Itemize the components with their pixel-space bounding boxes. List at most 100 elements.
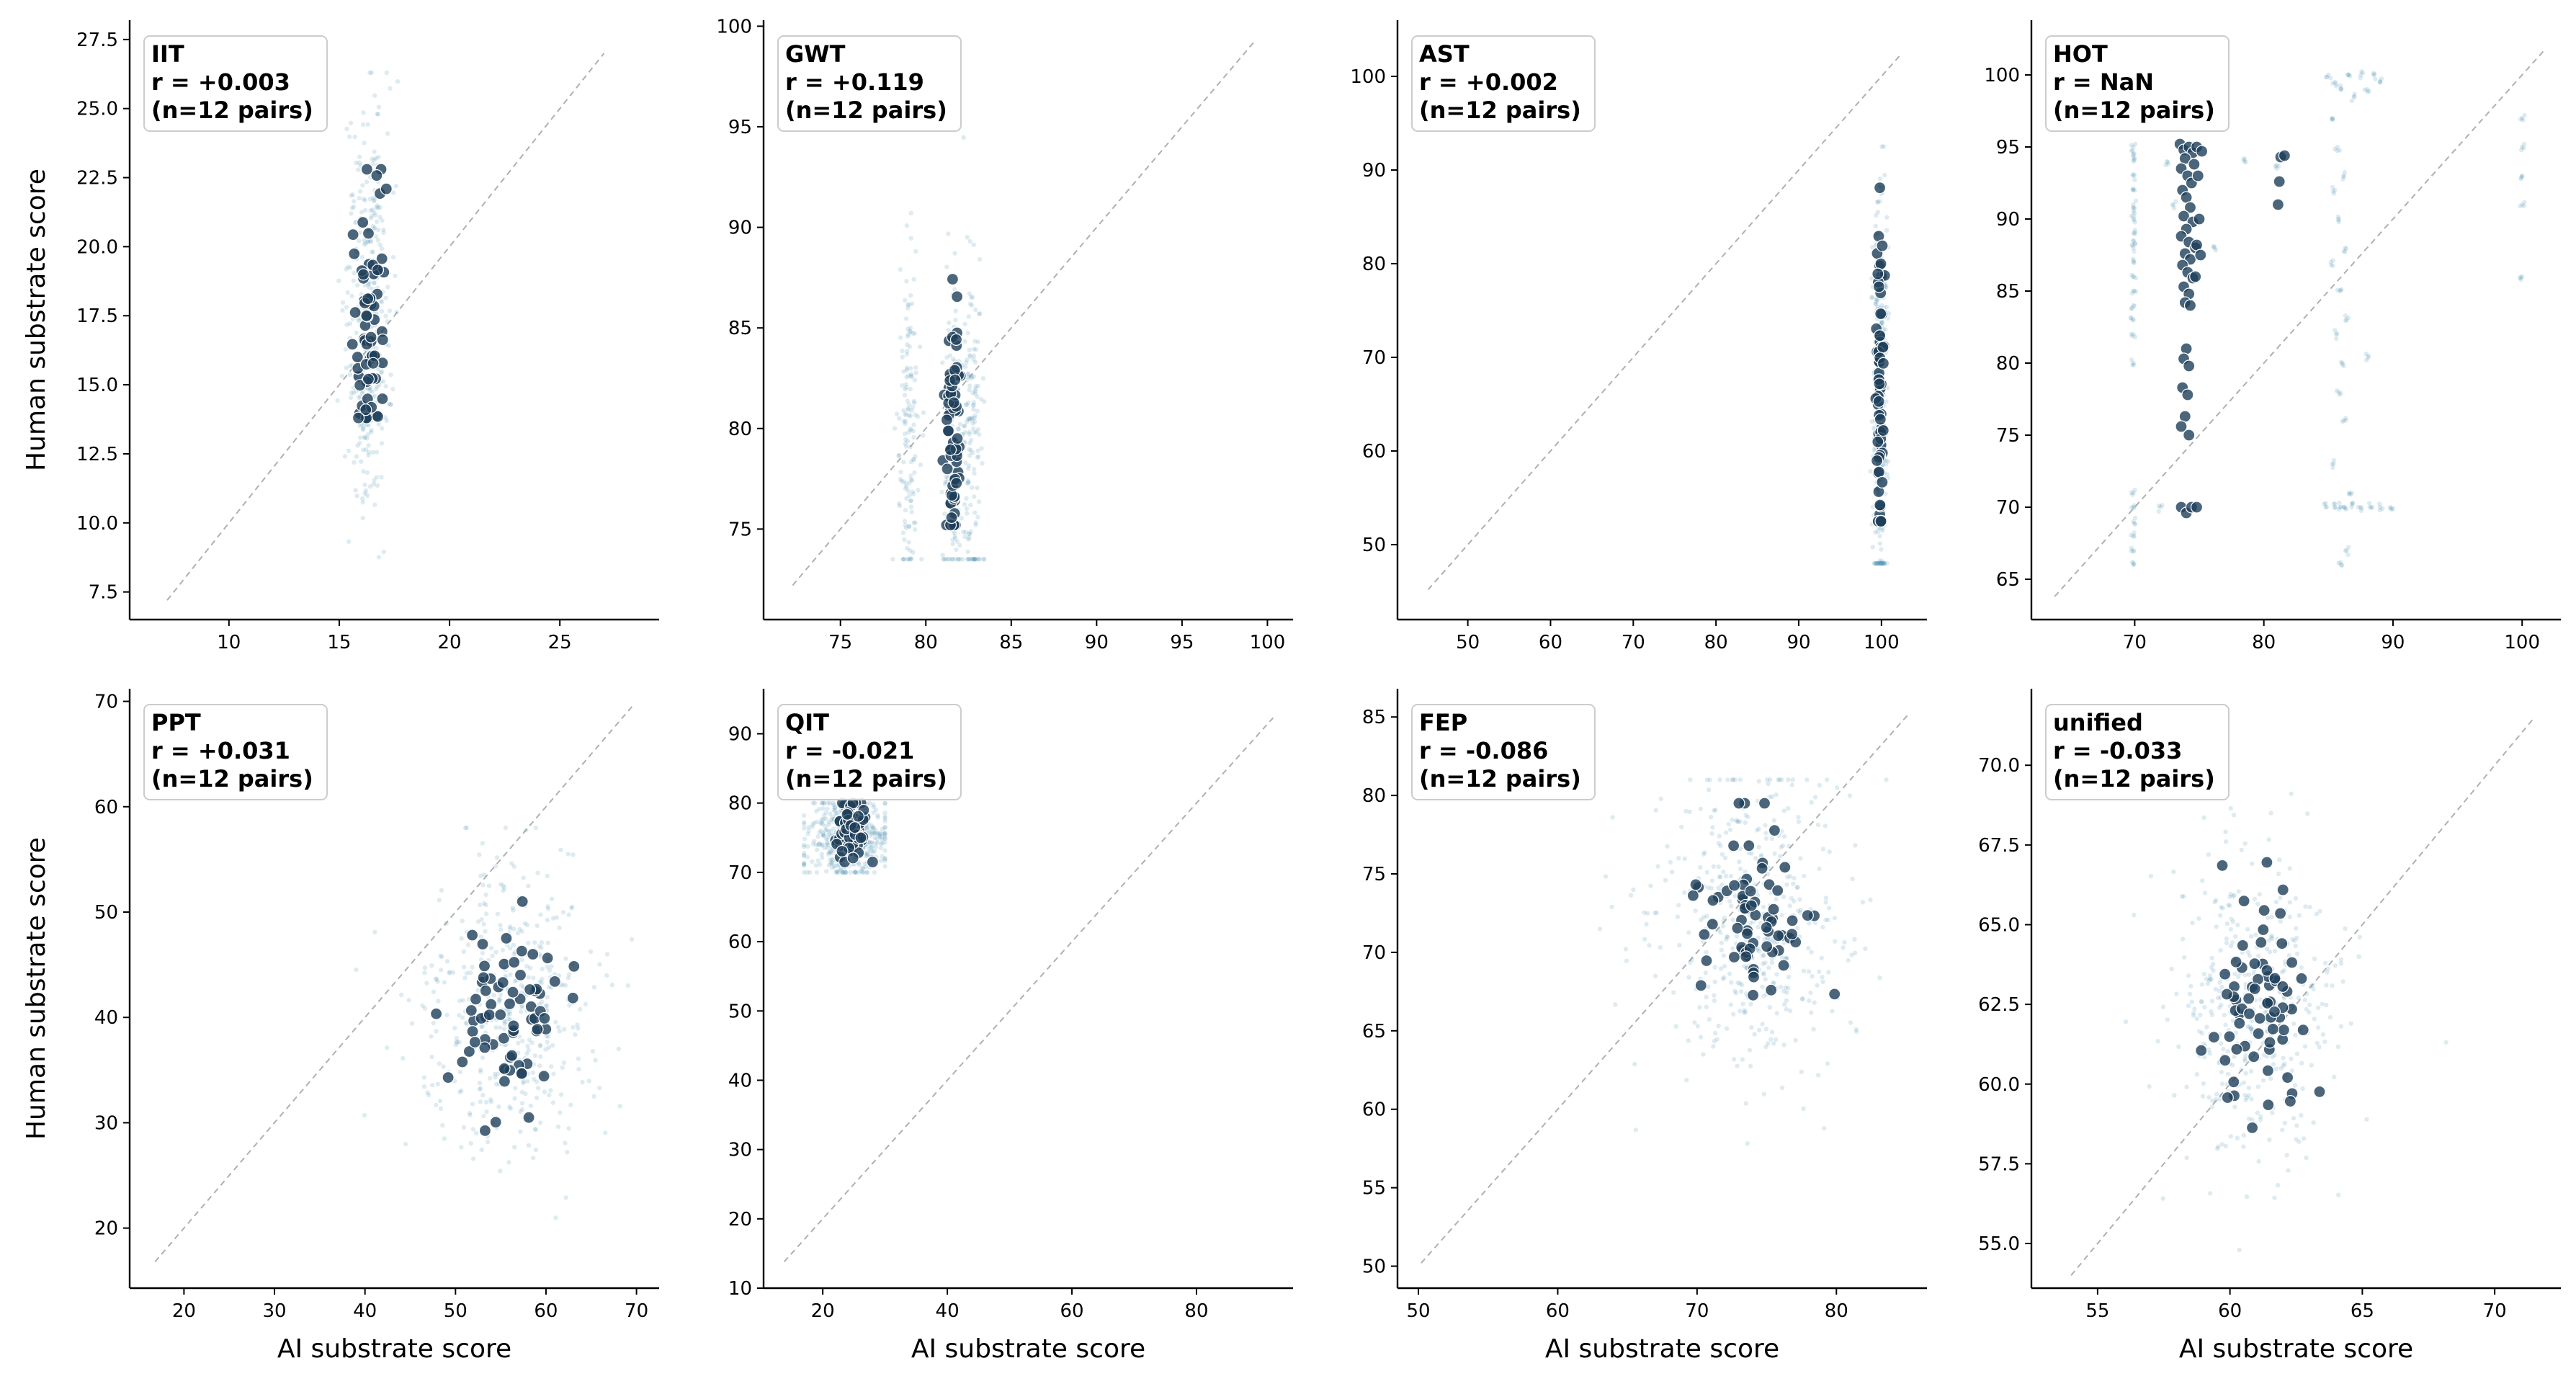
background-point xyxy=(1647,943,1652,948)
background-point xyxy=(1720,924,1726,929)
background-point xyxy=(2132,912,2137,918)
background-point xyxy=(360,183,365,188)
background-point xyxy=(477,1080,483,1086)
background-point xyxy=(478,1067,483,1073)
background-point xyxy=(580,1079,585,1085)
background-point xyxy=(370,156,375,161)
background-point xyxy=(2345,552,2351,558)
background-point xyxy=(480,1024,485,1029)
background-point xyxy=(339,373,344,379)
background-point xyxy=(1853,1027,1859,1032)
background-point xyxy=(1713,807,1718,813)
background-point xyxy=(516,1040,521,1046)
background-point xyxy=(2225,1048,2230,1054)
background-point xyxy=(1815,1073,1821,1078)
x-tick-label: 70 xyxy=(1622,632,1645,653)
background-point xyxy=(437,898,442,903)
background-point xyxy=(565,975,571,981)
background-point xyxy=(2148,873,2154,879)
background-point xyxy=(902,537,907,542)
background-point xyxy=(470,965,475,970)
background-point xyxy=(364,179,370,184)
background-point xyxy=(2292,1083,2298,1088)
data-point xyxy=(371,264,384,277)
background-point xyxy=(563,956,568,961)
background-point xyxy=(347,265,353,270)
background-point xyxy=(971,353,977,359)
background-point xyxy=(1737,859,1742,865)
background-point xyxy=(2242,1056,2248,1062)
background-point xyxy=(882,800,887,805)
background-point xyxy=(1719,940,1725,946)
background-point xyxy=(1784,882,1789,888)
background-point xyxy=(549,964,554,969)
background-point xyxy=(591,985,597,990)
x-tick-label: 25 xyxy=(548,632,572,653)
background-point xyxy=(962,339,967,344)
y-tick-label: 100 xyxy=(1350,66,1386,88)
background-point xyxy=(2243,1071,2248,1076)
data-point xyxy=(1877,341,1889,354)
data-point xyxy=(506,986,519,999)
background-point xyxy=(880,840,885,846)
background-point xyxy=(903,419,908,424)
background-point xyxy=(2228,1134,2233,1139)
background-point xyxy=(2223,1022,2228,1027)
background-point xyxy=(377,205,383,210)
background-point xyxy=(2330,983,2335,988)
background-point xyxy=(2289,791,2294,797)
background-point xyxy=(2320,1032,2326,1037)
background-point xyxy=(802,813,807,818)
background-point xyxy=(962,424,967,429)
background-point xyxy=(2270,936,2275,942)
background-point xyxy=(1768,1037,1774,1042)
background-point xyxy=(1877,176,1883,182)
background-point xyxy=(882,816,887,821)
background-point xyxy=(2169,966,2174,972)
background-point xyxy=(954,539,960,544)
background-point xyxy=(2211,961,2216,967)
x-tick-label: 60 xyxy=(1539,632,1562,653)
data-point xyxy=(2277,1023,2290,1037)
background-point xyxy=(375,112,380,117)
background-point xyxy=(967,301,973,307)
background-point xyxy=(897,416,902,421)
data-point xyxy=(1874,413,1887,426)
background-point xyxy=(359,255,365,260)
background-point xyxy=(908,210,913,215)
background-point xyxy=(950,537,955,542)
background-point xyxy=(347,364,353,369)
background-point xyxy=(1683,808,1689,814)
background-point xyxy=(2214,924,2219,929)
background-point xyxy=(480,950,485,956)
background-point xyxy=(1732,988,1738,993)
background-point xyxy=(802,853,807,858)
background-point xyxy=(381,227,386,233)
background-point xyxy=(908,504,914,509)
background-point xyxy=(352,270,357,276)
background-point xyxy=(1820,847,1826,852)
background-point xyxy=(2373,76,2378,81)
background-point xyxy=(2201,1081,2206,1086)
background-point xyxy=(1723,873,1729,879)
background-point xyxy=(2521,141,2527,147)
background-point xyxy=(354,967,359,973)
background-point xyxy=(964,506,970,512)
background-point xyxy=(375,227,381,233)
background-point xyxy=(410,1021,415,1026)
data-point xyxy=(498,1075,511,1088)
y-tick-label: 55.0 xyxy=(1978,1233,2020,1255)
background-point xyxy=(2300,1086,2305,1091)
background-point xyxy=(1632,1061,1637,1067)
data-point xyxy=(1801,908,1814,922)
data-point xyxy=(2220,988,2233,1001)
data-point xyxy=(2216,859,2229,872)
background-point xyxy=(963,530,968,535)
data-point xyxy=(478,1124,492,1138)
background-point xyxy=(1653,973,1658,979)
y-tick-label: 80 xyxy=(1362,254,1386,275)
background-point xyxy=(2190,920,2195,926)
background-point xyxy=(1833,939,1838,944)
background-point xyxy=(2245,950,2250,955)
background-point xyxy=(910,301,915,306)
